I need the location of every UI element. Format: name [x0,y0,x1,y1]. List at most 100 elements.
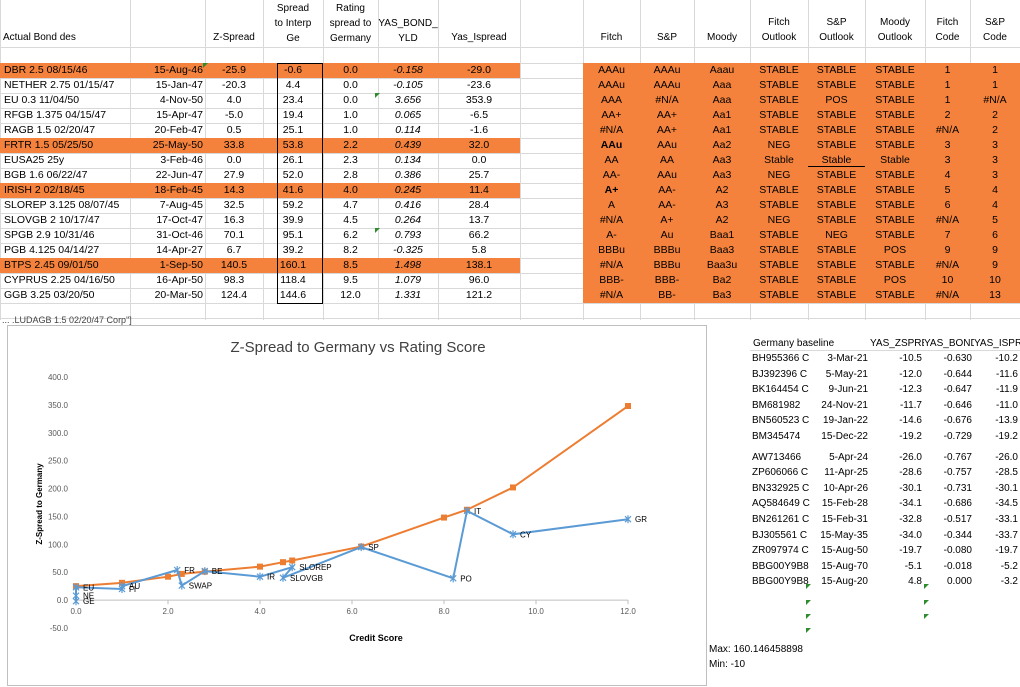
baseline-cell[interactable]: -19.2 [899,431,922,442]
fitch-outlook-cell[interactable]: STABLE [759,259,799,271]
maturity-cell[interactable]: 14-Apr-27 [156,244,203,256]
sp-outlook-cell[interactable]: STABLE [816,139,857,151]
rating-spread-cell[interactable]: 1.0 [343,109,358,121]
fitch-rating-cell[interactable]: AAu [600,139,623,151]
moody-outlook-cell[interactable]: STABLE [875,79,915,91]
baseline-cell[interactable]: ZR097974 C [752,545,809,557]
rating-spread-cell[interactable]: 4.7 [343,199,358,211]
moody-outlook-cell[interactable]: STABLE [875,139,915,151]
rating-spread-cell[interactable]: 0.0 [343,64,358,76]
maturity-cell[interactable]: 20-Mar-50 [154,289,203,301]
moody-outlook-cell[interactable]: POS [883,244,907,256]
ispread-cell[interactable]: 28.4 [468,199,490,211]
rating-spread-cell[interactable]: 4.5 [343,214,358,226]
baseline-cell[interactable]: BN332925 C [752,482,810,494]
sp-rating-cell[interactable]: BB- [658,289,676,301]
sp-outlook-cell[interactable]: STABLE [816,244,857,256]
baseline-cell[interactable]: -0.646 [943,399,972,411]
sp-code-cell[interactable]: 1 [992,79,998,91]
moody-outlook-cell[interactable]: STABLE [875,64,915,76]
moody-rating-cell[interactable]: A2 [715,214,729,226]
zspread-cell[interactable]: 124.4 [220,289,248,301]
bond-yield-cell[interactable]: 0.134 [394,154,422,166]
sp-rating-cell[interactable]: A+ [660,214,674,226]
maturity-cell[interactable]: 18-Feb-45 [154,184,203,196]
sp-code-cell[interactable]: 10 [989,274,1001,286]
zspread-cell[interactable]: 0.5 [226,124,242,136]
bond-name-cell[interactable]: EU 0.3 11/04/50 [4,94,80,106]
moody-rating-cell[interactable]: Baa3u [706,259,738,271]
sp-rating-cell[interactable]: AA [659,154,674,166]
bond-yield-cell[interactable]: -0.105 [393,79,423,91]
fitch-code-cell[interactable]: 10 [941,274,954,286]
bond-name-cell[interactable]: BGB 1.6 06/22/47 [4,169,88,181]
baseline-cell[interactable]: -3.2 [1000,576,1018,588]
fitch-outlook-cell[interactable]: STABLE [759,244,799,256]
baseline-cell[interactable]: BM345474 [752,431,801,442]
fitch-rating-cell[interactable]: #N/A [599,289,624,301]
ispread-cell[interactable]: -1.6 [469,124,489,136]
baseline-cell[interactable]: -0.630 [943,353,972,364]
maturity-cell[interactable]: 22-Jun-47 [155,169,203,181]
baseline-cell[interactable]: AW713466 [752,451,802,463]
fitch-outlook-cell[interactable]: STABLE [759,199,799,211]
fitch-code-cell[interactable]: 4 [944,169,951,181]
ispread-cell[interactable]: 0.0 [471,154,487,166]
maturity-cell[interactable]: 31-Oct-46 [156,229,203,241]
zspread-cell[interactable]: 140.5 [220,259,248,271]
maturity-cell[interactable]: 15-Jan-47 [155,79,203,91]
sp-outlook-cell[interactable]: POS [825,94,848,106]
baseline-cell[interactable]: -0.647 [943,384,972,396]
moody-rating-cell[interactable]: Aaa [712,94,732,106]
bond-yield-cell[interactable]: 1.331 [394,289,422,301]
zspread-cell[interactable]: 6.7 [226,244,242,256]
interp-spread-cell[interactable]: 4.4 [285,79,301,91]
interp-spread-cell[interactable]: 144.6 [279,289,307,301]
baseline-cell[interactable]: 15-Aug-70 [821,560,868,572]
baseline-cell[interactable]: 3-Mar-21 [827,353,868,364]
fitch-code-cell[interactable]: 1 [944,79,951,91]
baseline-cell[interactable]: -28.5 [995,467,1018,479]
fitch-outlook-cell[interactable]: STABLE [759,124,799,136]
rating-spread-cell[interactable]: 8.5 [343,259,358,271]
sp-rating-cell[interactable]: #N/A [655,94,679,106]
bond-name-cell[interactable]: FRTR 1.5 05/25/50 [4,139,94,151]
moody-outlook-cell[interactable]: STABLE [875,229,915,241]
fitch-rating-cell[interactable]: BBBu [598,244,625,256]
baseline-cell[interactable]: -30.1 [995,482,1018,494]
sp-outlook-cell[interactable]: STABLE [816,124,857,136]
sp-outlook-cell[interactable]: STABLE [816,214,857,226]
sp-code-cell[interactable]: 9 [992,259,998,271]
baseline-cell[interactable]: 15-Dec-22 [821,431,868,442]
interp-spread-cell[interactable]: 26.1 [282,154,304,166]
ispread-cell[interactable]: 11.4 [469,184,489,196]
sp-outlook-cell[interactable]: STABLE [816,64,857,76]
bond-yield-cell[interactable]: 0.245 [394,184,422,196]
fitch-rating-cell[interactable]: A+ [604,184,619,196]
sp-rating-cell[interactable]: AAu [657,169,677,181]
bond-yield-cell[interactable]: 1.079 [394,274,422,286]
bond-name-cell[interactable]: SLOREP 3.125 08/07/45 [4,199,120,211]
bond-yield-cell[interactable]: 0.793 [394,229,422,241]
fitch-code-cell[interactable]: #N/A [935,214,960,226]
interp-spread-cell[interactable]: 39.2 [282,244,304,256]
baseline-cell[interactable]: 9-Jun-21 [828,384,868,396]
zspread-cell[interactable]: 27.9 [223,169,245,181]
baseline-cell[interactable]: -10.2 [995,353,1018,364]
rating-spread-cell[interactable]: 6.2 [343,229,358,241]
baseline-cell[interactable]: BN560523 C [752,415,810,427]
moody-rating-cell[interactable]: Ba3 [712,289,732,301]
moody-outlook-cell[interactable]: STABLE [875,124,915,136]
maturity-cell[interactable]: 25-May-50 [152,139,203,151]
fitch-outlook-cell[interactable]: Stable [764,154,794,166]
baseline-cell[interactable]: 15-Aug-20 [821,576,868,588]
baseline-cell[interactable]: 5-Apr-24 [829,451,868,463]
fitch-code-cell[interactable]: 1 [944,64,951,76]
baseline-cell[interactable]: -11.6 [995,368,1018,380]
fitch-code-cell[interactable]: #N/A [935,259,960,271]
ispread-cell[interactable]: 121.2 [465,289,493,301]
sp-rating-cell[interactable]: AA- [658,184,676,196]
baseline-cell[interactable]: -11.0 [995,399,1018,411]
sp-code-cell[interactable]: 3 [992,154,998,166]
interp-spread-cell[interactable]: 95.1 [282,229,304,241]
